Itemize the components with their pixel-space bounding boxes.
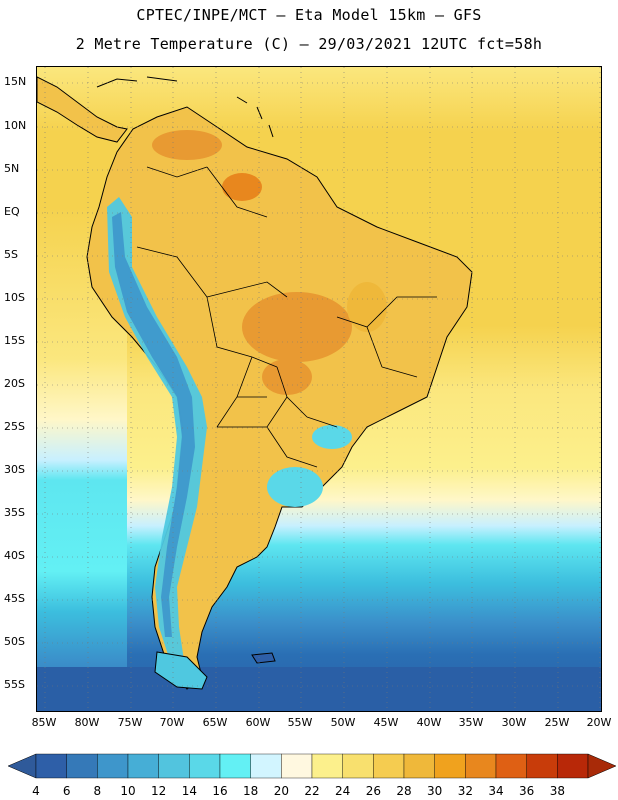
cool-zone-uruguay — [267, 467, 323, 507]
colorbar-label: 26 — [365, 784, 381, 798]
colorbar-label: 24 — [335, 784, 351, 798]
longitude-label: 70W — [159, 716, 185, 729]
caribbean-islands — [96, 76, 274, 138]
map-title: CPTEC/INPE/MCT – Eta Model 15km – GFS — [136, 6, 482, 24]
colorbar-label: 30 — [427, 784, 443, 798]
latitude-label: 20S — [4, 377, 25, 390]
colorbar-label: 38 — [549, 784, 565, 798]
map-canvas — [37, 67, 601, 711]
colorbar-label: 34 — [488, 784, 504, 798]
tierra-del-fuego — [154, 651, 208, 690]
longitude-label: 65W — [202, 716, 228, 729]
colorbar-label: 10 — [120, 784, 136, 798]
colorbar-segment — [250, 753, 282, 779]
latitude-label: 45S — [4, 592, 25, 605]
longitude-label: 40W — [416, 716, 442, 729]
latitude-label: 10S — [4, 291, 25, 304]
map-subtitle: 2 Metre Temperature (C) – 29/03/2021 12U… — [75, 35, 543, 53]
colorbar-left-arrow — [8, 753, 37, 779]
colorbar-label: 12 — [151, 784, 167, 798]
colorbar-segment — [97, 753, 129, 779]
falkland-islands — [251, 652, 276, 664]
colorbar-segment — [495, 753, 527, 779]
longitude-label: 85W — [31, 716, 57, 729]
latitude-label: EQ — [4, 205, 20, 218]
colorbar-label: 28 — [396, 784, 412, 798]
colorbar-label: 8 — [93, 784, 102, 798]
country-borders — [136, 166, 437, 468]
colorbar-segment — [127, 753, 159, 779]
hot-zone-north — [152, 130, 222, 160]
latitude-label: 15S — [4, 334, 25, 347]
colorbar-label: 22 — [304, 784, 320, 798]
colorbar-label: 14 — [181, 784, 197, 798]
hot-zone-east — [347, 282, 387, 332]
colorbar-segment — [373, 753, 405, 779]
longitude-label: 45W — [373, 716, 399, 729]
colorbar-label: 32 — [457, 784, 473, 798]
longitude-label: 55W — [287, 716, 313, 729]
longitude-label: 80W — [74, 716, 100, 729]
colorbar-segment — [35, 753, 67, 779]
colorbar-segment — [281, 753, 313, 779]
longitude-label: 50W — [330, 716, 356, 729]
colorbar-label: 18 — [243, 784, 259, 798]
longitude-label: 20W — [586, 716, 612, 729]
colorbar-label: 36 — [519, 784, 535, 798]
andes-core — [112, 212, 195, 637]
colorbar-segment — [66, 753, 98, 779]
longitude-label: 25W — [544, 716, 570, 729]
longitude-label: 35W — [458, 716, 484, 729]
latitude-label: 55S — [4, 678, 25, 691]
latitude-label: 5S — [4, 248, 18, 261]
colorbar-segment — [189, 753, 221, 779]
hot-zone-venezuela — [222, 173, 262, 201]
colorbar-segment — [557, 753, 589, 779]
longitude-label: 30W — [501, 716, 527, 729]
central-america — [37, 76, 128, 143]
colorbar-segment — [526, 753, 558, 779]
colorbar-segment — [465, 753, 497, 779]
colorbar-label: 6 — [62, 784, 71, 798]
colorbar-label: 20 — [273, 784, 289, 798]
colorbar-segment — [434, 753, 466, 779]
longitude-label: 60W — [245, 716, 271, 729]
colorbar-right-arrow — [587, 753, 616, 779]
longitude-label: 75W — [117, 716, 143, 729]
colorbar-segment — [403, 753, 435, 779]
colorbar-label: 16 — [212, 784, 228, 798]
colorbar-label: 4 — [32, 784, 40, 798]
latitude-label: 25S — [4, 420, 25, 433]
colorbar-segment — [342, 753, 374, 779]
colorbar-segment — [158, 753, 190, 779]
colorbar-segment — [311, 753, 343, 779]
hot-zone-central — [242, 292, 352, 362]
latitude-label: 50S — [4, 635, 25, 648]
latitude-label: 30S — [4, 463, 25, 476]
latitude-label: 35S — [4, 506, 25, 519]
latitude-label: 5N — [4, 162, 20, 175]
southern-ocean-band — [37, 667, 601, 711]
latitude-label: 40S — [4, 549, 25, 562]
latitude-label: 10N — [4, 119, 27, 132]
temperature-map — [36, 66, 602, 712]
colorbar-segment — [219, 753, 251, 779]
hot-zone-south-central — [262, 359, 312, 395]
temperature-colorbar — [8, 753, 616, 779]
latitude-label: 15N — [4, 75, 27, 88]
cool-zone-se-brazil — [312, 425, 352, 449]
